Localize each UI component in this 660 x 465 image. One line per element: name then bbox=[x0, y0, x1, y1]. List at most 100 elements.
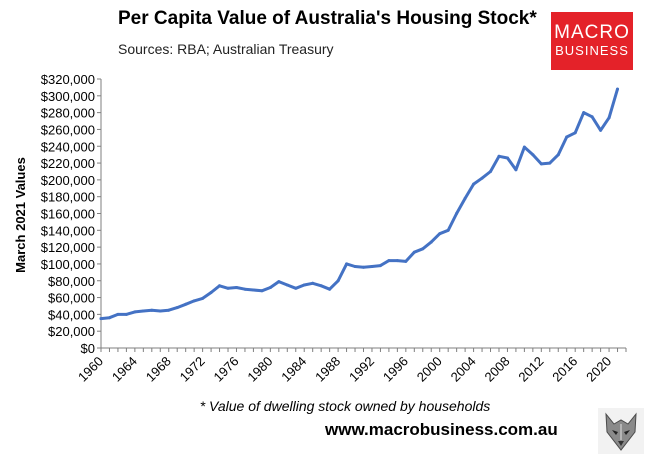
x-tick-label: 2004 bbox=[448, 354, 479, 385]
data-point bbox=[455, 212, 459, 215]
data-point bbox=[438, 232, 442, 236]
data-point bbox=[370, 265, 374, 268]
x-tick-label: 1972 bbox=[177, 354, 208, 385]
data-point bbox=[294, 286, 298, 290]
data-point bbox=[319, 284, 323, 288]
data-point bbox=[345, 262, 349, 266]
data-point bbox=[387, 259, 391, 263]
y-tick-label: $100,000 bbox=[41, 257, 95, 272]
y-tick-label: $120,000 bbox=[41, 240, 95, 255]
data-point bbox=[429, 240, 433, 244]
data-point bbox=[412, 250, 416, 254]
data-point bbox=[531, 153, 535, 157]
data-point bbox=[539, 162, 543, 166]
data-point bbox=[235, 286, 238, 289]
y-tick-label: $60,000 bbox=[48, 291, 95, 306]
data-point bbox=[209, 291, 213, 294]
data-point bbox=[251, 288, 255, 292]
data-point bbox=[362, 265, 365, 269]
data-point bbox=[599, 128, 603, 132]
x-tick-label: 1980 bbox=[244, 354, 275, 385]
data-point bbox=[489, 170, 492, 173]
data-point bbox=[133, 310, 137, 314]
data-point bbox=[201, 296, 205, 300]
data-point bbox=[497, 154, 501, 158]
data-point bbox=[556, 153, 560, 157]
y-tick-label: $180,000 bbox=[41, 190, 95, 205]
data-point bbox=[522, 145, 526, 149]
data-point bbox=[378, 264, 382, 268]
data-point bbox=[607, 116, 611, 120]
data-point bbox=[260, 289, 264, 293]
x-tick-label: 1960 bbox=[75, 354, 106, 385]
x-tick-label: 2000 bbox=[414, 354, 445, 385]
data-point bbox=[565, 135, 569, 139]
y-tick-label: $80,000 bbox=[48, 274, 95, 289]
y-tick-label: $260,000 bbox=[41, 122, 95, 137]
chart-title: Per Capita Value of Australia's Housing … bbox=[118, 8, 537, 29]
website-link[interactable]: www.macrobusiness.com.au bbox=[325, 420, 558, 439]
data-point bbox=[277, 280, 281, 284]
x-tick-label: 1984 bbox=[278, 354, 309, 385]
y-tick-label: $20,000 bbox=[48, 324, 95, 339]
macrobusiness-logo[interactable]: MACRO BUSINESS bbox=[551, 12, 633, 70]
data-point bbox=[184, 302, 188, 306]
data-point bbox=[353, 265, 357, 268]
data-point bbox=[226, 286, 230, 290]
footnote: * Value of dwelling stock owned by house… bbox=[199, 398, 491, 414]
data-point bbox=[158, 309, 162, 313]
x-tick-label: 1988 bbox=[312, 354, 343, 385]
data-point bbox=[548, 161, 552, 165]
logo-line-business: BUSINESS bbox=[555, 43, 629, 58]
data-point bbox=[463, 196, 467, 200]
x-axis: 1960 1964 1968 1972 1976 1980 1984 1988 1992 1996… bbox=[75, 347, 627, 385]
y-tick-label: $0 bbox=[81, 341, 95, 356]
y-tick-label: $160,000 bbox=[41, 207, 95, 222]
y-tick-label: $220,000 bbox=[41, 156, 95, 171]
y-tick-label: $320,000 bbox=[41, 72, 95, 87]
data-series bbox=[99, 87, 619, 321]
wolf-logo-icon bbox=[598, 408, 644, 454]
data-point bbox=[218, 284, 221, 288]
data-point bbox=[590, 115, 594, 119]
x-tick-label: 1976 bbox=[211, 354, 242, 385]
y-tick-label: $40,000 bbox=[48, 307, 95, 322]
data-point bbox=[514, 168, 518, 172]
y-tick-label: $300,000 bbox=[41, 89, 95, 104]
data-point bbox=[192, 299, 196, 303]
series-line bbox=[99, 87, 619, 321]
data-point bbox=[150, 308, 154, 312]
data-point bbox=[336, 279, 340, 283]
data-point bbox=[99, 317, 103, 321]
y-axis: $0 $20,000 $40,000$60,000 $80,000 $100,000 $1… bbox=[41, 72, 102, 356]
logo-line-macro: MACRO bbox=[554, 22, 630, 43]
data-point bbox=[328, 287, 332, 291]
data-point bbox=[116, 312, 120, 316]
data-point bbox=[480, 176, 484, 180]
y-axis-label: March 2021 Values bbox=[13, 157, 28, 273]
x-tick-label: 2008 bbox=[482, 354, 513, 385]
x-tick-label: 2016 bbox=[549, 354, 580, 385]
x-tick-label: 2020 bbox=[583, 354, 614, 385]
chart-subtitle: Sources: RBA; Australian Treasury bbox=[118, 41, 334, 57]
x-tick-label: 1964 bbox=[109, 354, 140, 385]
x-tick-label: 1992 bbox=[346, 354, 377, 385]
data-point bbox=[395, 259, 399, 263]
data-point bbox=[421, 247, 425, 251]
y-tick-label: $280,000 bbox=[41, 106, 95, 121]
data-point bbox=[573, 131, 577, 135]
data-point bbox=[285, 283, 289, 287]
data-point bbox=[404, 259, 408, 263]
data-point bbox=[124, 312, 128, 316]
data-point bbox=[167, 308, 171, 312]
data-point bbox=[582, 111, 586, 115]
data-point bbox=[141, 309, 145, 313]
data-point bbox=[268, 286, 272, 289]
data-point bbox=[243, 287, 247, 291]
y-tick-label: $200,000 bbox=[41, 173, 95, 188]
data-point bbox=[302, 283, 306, 287]
data-point bbox=[616, 87, 619, 91]
x-tick-label: 2012 bbox=[515, 354, 546, 385]
data-point bbox=[175, 306, 179, 310]
